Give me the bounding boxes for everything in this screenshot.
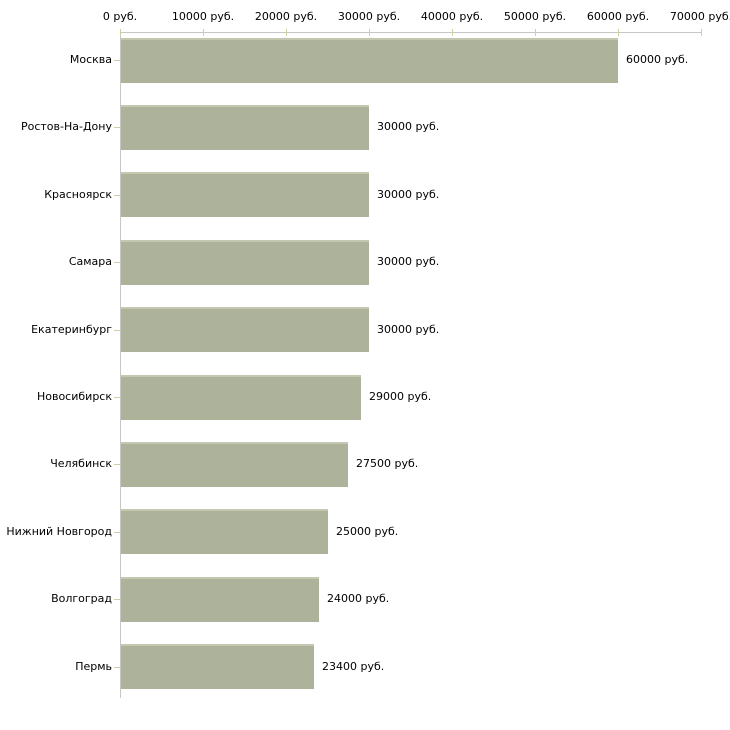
- bar-value-label: 27500 руб.: [356, 457, 419, 470]
- x-axis-tick-label: 70000 руб.: [669, 10, 730, 23]
- bar: [121, 38, 618, 83]
- y-axis-tick: [114, 195, 120, 196]
- bar-value-label: 29000 руб.: [369, 390, 432, 403]
- bar: [121, 172, 369, 217]
- x-axis-tick: [120, 29, 121, 36]
- bar: [121, 644, 314, 689]
- bar: [121, 577, 319, 622]
- x-axis-tick-label: 40000 руб.: [420, 10, 484, 23]
- bar: [121, 105, 369, 150]
- x-axis-tick-label: 30000 руб.: [337, 10, 401, 23]
- y-axis-line: [120, 32, 121, 698]
- x-axis-tick: [535, 29, 536, 36]
- category-label: Самара: [68, 255, 112, 268]
- category-label: Ростов-На-Дону: [20, 120, 112, 133]
- category-label: Пермь: [75, 660, 112, 673]
- bar: [121, 442, 348, 487]
- y-axis-tick: [114, 60, 120, 61]
- y-axis-tick: [114, 397, 120, 398]
- y-axis-tick: [114, 127, 120, 128]
- x-axis-tick: [369, 29, 370, 36]
- bar-value-label: 25000 руб.: [336, 525, 399, 538]
- x-axis-tick: [286, 29, 287, 36]
- category-label: Красноярск: [44, 188, 112, 201]
- bar-value-label: 24000 руб.: [327, 592, 390, 605]
- x-axis-tick-label: 0 руб.: [102, 10, 138, 23]
- category-label: Екатеринбург: [31, 323, 112, 336]
- bar-value-label: 30000 руб.: [377, 323, 440, 336]
- x-axis-tick-label: 20000 руб.: [254, 10, 318, 23]
- x-axis-tick-label: 10000 руб.: [171, 10, 235, 23]
- category-label: Москва: [69, 53, 112, 66]
- bar: [121, 307, 369, 352]
- bar: [121, 240, 369, 285]
- x-axis-line: [120, 32, 702, 33]
- bar-value-label: 30000 руб.: [377, 188, 440, 201]
- y-axis-tick: [114, 262, 120, 263]
- y-axis-tick: [114, 532, 120, 533]
- category-label: Новосибирск: [36, 390, 112, 403]
- x-axis-tick: [203, 29, 204, 36]
- x-axis-tick: [618, 29, 619, 36]
- x-axis-tick-label: 60000 руб.: [586, 10, 650, 23]
- x-axis-tick: [452, 29, 453, 36]
- category-label: Нижний Новгород: [6, 525, 112, 538]
- bar-value-label: 30000 руб.: [377, 255, 440, 268]
- bar-value-label: 60000 руб.: [626, 53, 689, 66]
- x-axis-tick: [701, 29, 702, 36]
- bar-value-label: 23400 руб.: [322, 660, 385, 673]
- bar: [121, 375, 361, 420]
- category-label: Волгоград: [51, 592, 112, 605]
- bar-value-label: 30000 руб.: [377, 120, 440, 133]
- bar: [121, 509, 328, 554]
- category-label: Челябинск: [50, 457, 112, 470]
- y-axis-tick: [114, 599, 120, 600]
- y-axis-tick: [114, 464, 120, 465]
- y-axis-tick: [114, 330, 120, 331]
- x-axis-tick-label: 50000 руб.: [503, 10, 567, 23]
- y-axis-tick: [114, 667, 120, 668]
